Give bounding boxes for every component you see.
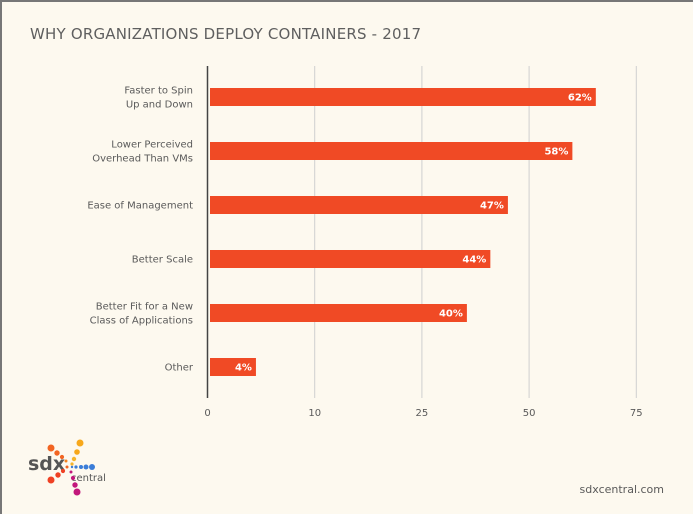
website-url: sdxcentral.com: [579, 483, 664, 496]
bar-value-label: 44%: [462, 255, 486, 266]
category-label: Better Scale: [132, 255, 193, 266]
x-tick-label: 25: [416, 408, 429, 419]
bar-value-label: 58%: [544, 147, 568, 158]
bar-value-label: 62%: [568, 93, 592, 104]
bars: 62% 58% 47% 44% 40% 4%: [210, 88, 596, 376]
category-label: Lower Perceived: [111, 140, 193, 151]
category-label: Better Fit for a New: [96, 302, 193, 313]
bar-value-label: 4%: [235, 363, 252, 374]
sdxcentral-logo: sdx central: [28, 439, 106, 496]
x-tick-label: 50: [523, 408, 536, 419]
category-label: Faster to Spin: [124, 86, 193, 97]
bar: [210, 358, 256, 376]
chart-title: WHY ORGANIZATIONS DEPLOY CONTAINERS - 20…: [30, 25, 422, 43]
x-tick-labels: 0 10 25 50 75: [204, 408, 642, 419]
category-label: Ease of Management: [87, 201, 193, 212]
bar: [210, 88, 596, 106]
bar-value-label: 40%: [439, 309, 463, 320]
bar: [210, 142, 573, 160]
category-label: Up and Down: [126, 100, 193, 111]
bar: [210, 196, 508, 214]
category-label: Overhead Than VMs: [92, 154, 193, 165]
logo-text-central: central: [71, 473, 106, 484]
category-label: Other: [165, 363, 194, 374]
logo-text-sdx: sdx: [28, 453, 65, 475]
x-tick-label: 0: [204, 408, 210, 419]
x-tick-label: 10: [308, 408, 321, 419]
bar: [210, 250, 491, 268]
category-label: Class of Applications: [90, 316, 193, 327]
bar-value-label: 47%: [480, 201, 504, 212]
bar: [210, 304, 467, 322]
category-labels: Faster to Spin Up and Down Lower Perceived…: [87, 86, 194, 374]
gridlines: [314, 66, 637, 398]
x-tick-label: 75: [630, 408, 643, 419]
